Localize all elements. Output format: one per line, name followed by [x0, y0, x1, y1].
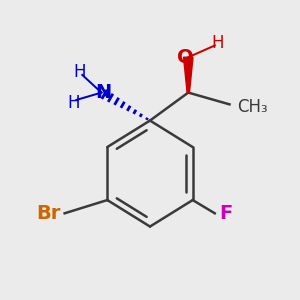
Text: H: H — [73, 63, 86, 81]
Text: H: H — [67, 94, 80, 112]
Text: F: F — [219, 204, 232, 223]
Text: H: H — [212, 34, 224, 52]
Text: O: O — [177, 48, 194, 67]
Polygon shape — [184, 57, 193, 93]
Text: Br: Br — [36, 204, 60, 223]
Text: CH₃: CH₃ — [237, 98, 268, 116]
Text: N: N — [95, 83, 111, 102]
